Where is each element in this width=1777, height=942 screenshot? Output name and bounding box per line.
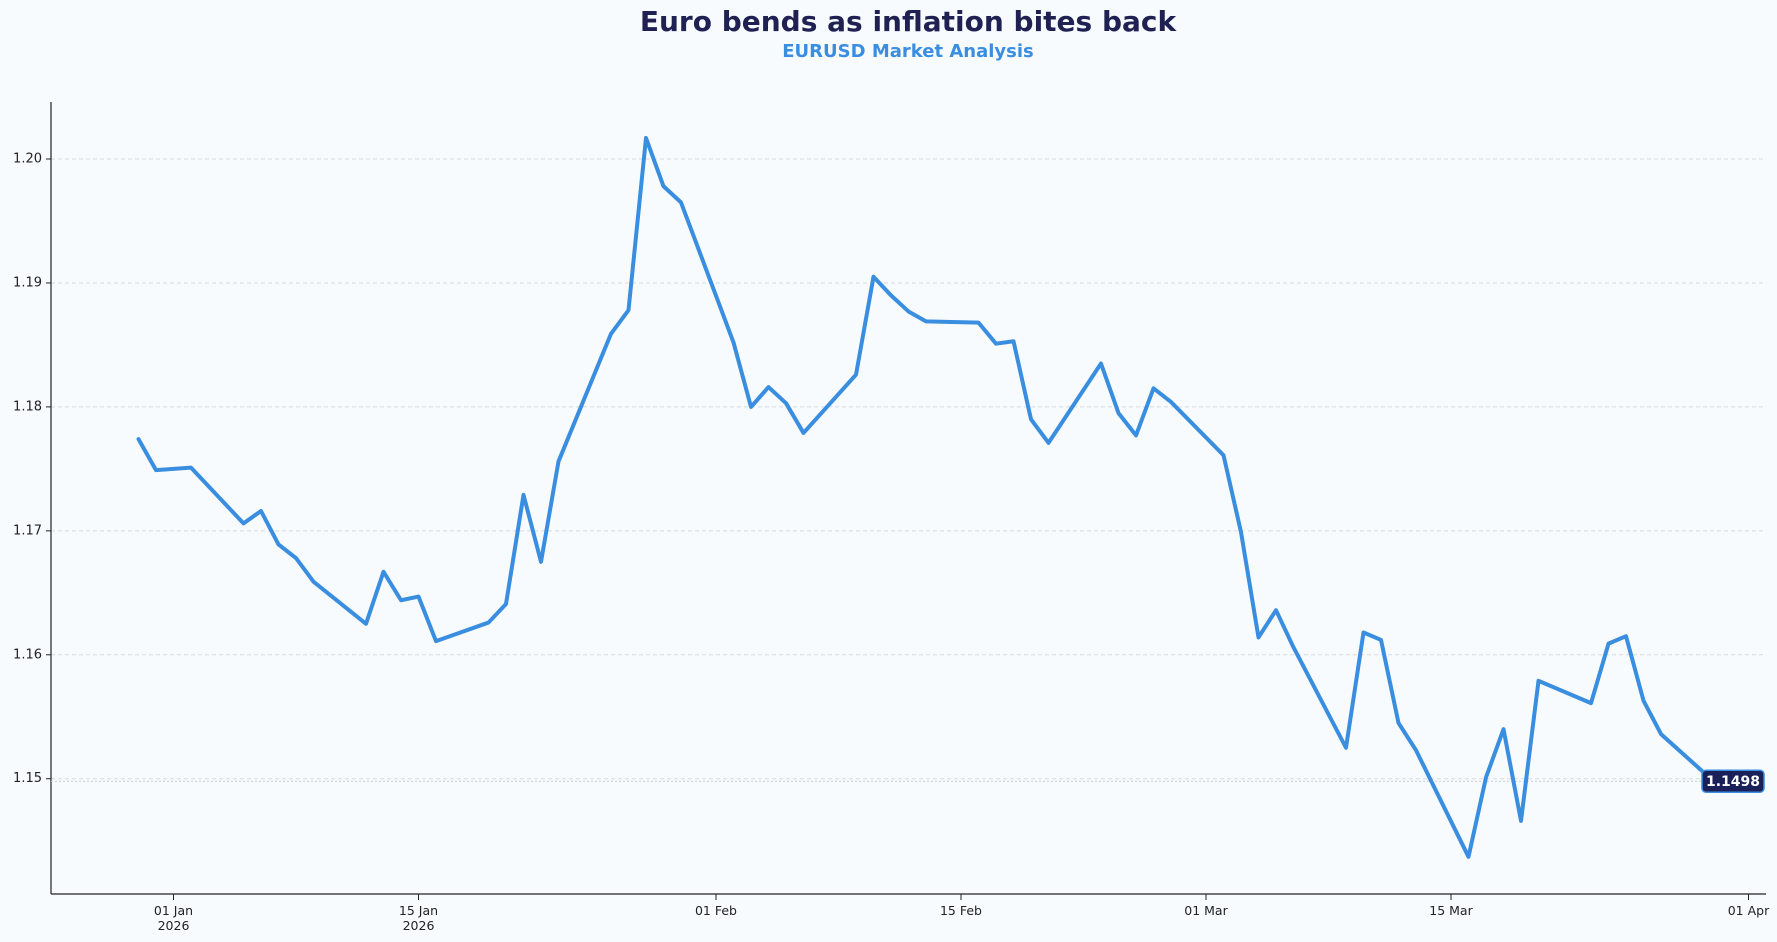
y-tick-label: 1.19 (13, 275, 42, 290)
x-tick-label: 01 Jan 2026 (153, 903, 194, 933)
y-tick-label: 1.15 (13, 771, 42, 786)
chart-subtitle: EURUSD Market Analysis (782, 41, 1033, 62)
badge-box (1701, 769, 1765, 793)
last-value-badge: 1.1498 (1701, 769, 1765, 793)
price-line (136, 135, 1716, 859)
x-tick-label: 15 Mar (1429, 903, 1473, 918)
x-tick-label: 15 Feb (939, 903, 982, 918)
x-tick-label: 01 Mar (1184, 903, 1228, 918)
badge-label: 1.1498 (1706, 774, 1760, 790)
y-tick-label: 1.20 (13, 152, 42, 167)
y-tick-label: 1.16 (13, 647, 42, 662)
chart-title: Euro bends as inflation bites back (640, 5, 1178, 38)
x-tick-label: 15 Jan 2026 (398, 903, 439, 933)
x-tick-label: 01 Apr (1727, 903, 1770, 918)
y-tick-label: 1.18 (13, 399, 42, 414)
x-tick-label: 01 Feb (694, 903, 737, 918)
y-tick-label: 1.17 (13, 523, 42, 538)
